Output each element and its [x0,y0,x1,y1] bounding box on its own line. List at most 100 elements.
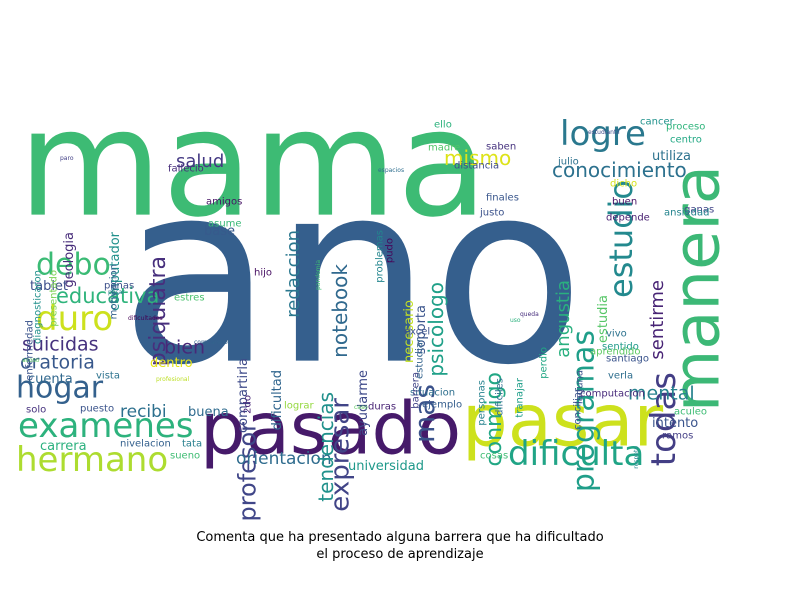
word-cloud-word: companeros [194,339,231,346]
word-cloud-word: compartirla [236,358,251,433]
word-cloud-word: caso [354,404,368,411]
word-cloud-word: notebook [328,264,352,358]
word-cloud-word: educativa [56,284,159,308]
word-cloud-word: computacion [580,388,645,399]
word-cloud-word: pasar [108,289,125,296]
word-cloud-word: dificiles [494,378,505,416]
word-cloud-word: depende [606,212,650,223]
word-cloud-word: queda [520,311,539,318]
word-cloud-word: problemas [374,230,385,283]
word-cloud-word: recibi [120,402,167,422]
word-cloud-word: personas [476,380,487,426]
word-cloud-word: cuenta [28,372,73,387]
word-cloud-word: estudia [596,295,611,343]
word-cloud-word: ansiedad [664,207,709,218]
word-cloud-word: conocimiento [552,158,687,182]
word-cloud-word: duras [368,401,396,412]
word-cloud-word: intento [652,416,698,431]
word-cloud-word: pasar [462,379,663,463]
word-cloud-word: ejemplo [422,399,462,410]
word-cloud-word: espacios [378,167,404,174]
word-cloud-word: vivo [606,328,627,339]
word-cloud-word: mama [18,78,488,250]
word-cloud-word: soporta [414,305,429,354]
word-cloud-word: madre [428,142,460,153]
word-cloud-word: aculeo [674,406,707,417]
word-cloud-word: penas [104,280,134,291]
word-cloud-word: sentido [602,341,639,352]
word-cloud-word: excel [404,326,430,337]
word-cloud-word: buen [612,196,637,207]
word-cloud-word: suicidas [22,334,99,356]
caption-line-2: el proceso de aprendizaje [316,547,484,562]
word-cloud-word: vista [96,370,120,381]
word-cloud-word: estudio [602,180,640,298]
word-cloud-word: dicho [610,178,637,189]
word-cloud-word: dentro [150,356,193,371]
word-cloud-word: mas [408,384,441,443]
word-cloud-word: aprendido [590,346,640,357]
word-cloud-word: mental [628,383,695,405]
word-cloud-word: oratoria [20,352,95,374]
word-cloud-word: santiago [606,353,649,364]
word-cloud-word: pudo [384,238,395,263]
word-cloud-word: ramos [662,430,693,441]
word-cloud-word: solo [26,404,46,415]
word-cloud-word: redaccion [283,230,304,318]
word-cloud-word: 2do [242,395,253,414]
word-cloud-word: barrera [410,372,421,409]
word-cloud-word: centro [670,134,702,145]
word-cloud-word: fallecio [168,163,204,174]
word-cloud-word: profesor [234,422,262,522]
word-cloud-word: pandemia [315,260,322,290]
word-cloud-word: estres [174,292,205,303]
word-cloud-word: geologia [62,232,77,288]
word-cloud-word: examenes [18,406,194,446]
word-cloud-word: tablet [30,279,68,294]
word-cloud-word: carrera [40,439,87,454]
word-cloud-word: asume [208,218,242,229]
word-cloud-word: finales [486,192,519,203]
word-cloud-word: uso [510,317,521,324]
word-cloud-word: psicologo [424,282,448,377]
word-cloud-word: nivelacion [120,438,171,449]
word-cloud-word: hogar [16,371,104,406]
word-cloud-word: dificultad [270,370,285,430]
word-cloud-word: presentado [48,270,59,327]
word-cloud-word: ayudarme [356,370,371,436]
word-cloud-word: proceso [666,121,705,132]
word-cloud-word: angustia [553,280,574,358]
word-cloud-word: dificultades [128,315,163,322]
word-cloud-word: orientacion [236,449,332,469]
word-cloud-word: duro [36,299,113,339]
word-cloud-word: conmigo [482,372,507,466]
word-cloud-word: laguna [574,370,585,404]
word-cloud-word: tranajar [514,377,525,418]
word-cloud-word: hijo [254,267,272,278]
word-cloud-word: respeto [633,446,640,469]
word-cloud-word: julio [557,156,579,167]
word-cloud-word: sentirme [647,280,668,360]
word-cloud-word: ganas [684,204,714,215]
word-cloud-word: distancia [454,160,499,171]
word-cloud-word: lograr [284,400,314,411]
word-cloud-word: estudiar [414,337,425,379]
word-cloud-word: debo [36,248,111,283]
word-cloud-word: computador [108,231,123,311]
word-cloud-word: logre [560,114,646,154]
word-cloud-word: justo [479,207,504,218]
word-cloud-word: conciliar [572,387,583,430]
word-cloud-word: verla [608,370,633,381]
word-cloud-word: expresar [325,398,355,512]
word-cloud-word: base [204,224,235,239]
word-cloud-word: tendencias [314,392,338,502]
word-cloud-word: diagnosticaron [32,270,43,344]
word-cloud-word: ano [120,129,585,420]
word-cloud-word: necesario [402,300,417,363]
word-cloud-word: todas [644,372,684,466]
caption-line-1: Comenta que ha presentado alguna barrera… [196,530,604,545]
word-cloud-word: estudiantil [588,129,620,136]
word-cloud-word: psiquiatra [146,256,171,366]
